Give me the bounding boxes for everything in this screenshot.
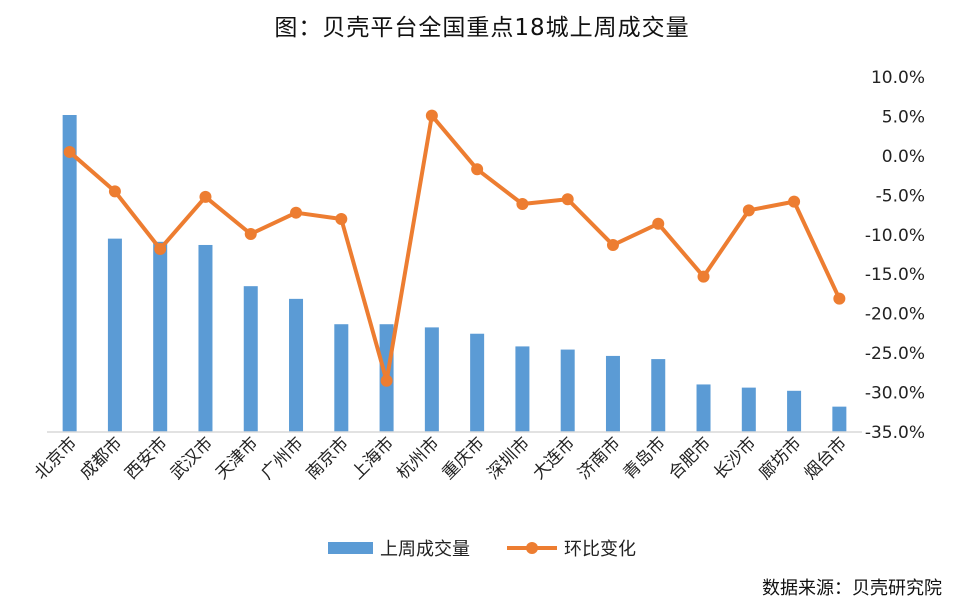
bar	[787, 390, 802, 432]
bar	[560, 349, 575, 432]
bar	[289, 298, 304, 432]
y2-tick-label: -20.0%	[865, 305, 925, 325]
line-series	[68, 113, 842, 383]
line-point	[561, 193, 574, 206]
bar	[334, 324, 349, 432]
line-point	[380, 374, 393, 387]
x-tick-label: 武汉市	[167, 433, 217, 483]
bar	[198, 244, 213, 432]
legend-label-bars: 上周成交量	[380, 539, 470, 560]
y2-tick-label: -25.0%	[865, 344, 925, 364]
bar	[107, 238, 122, 432]
y2-tick-label: 10.0%	[871, 68, 925, 88]
line-point	[833, 292, 846, 305]
legend-label-line: 环比变化	[564, 539, 636, 560]
bar	[424, 327, 439, 432]
bar	[470, 333, 485, 432]
line-point	[244, 227, 257, 240]
source-note: 数据来源：贝壳研究院	[762, 578, 942, 599]
line-point	[108, 185, 121, 198]
bar	[243, 286, 258, 432]
bar	[741, 387, 756, 432]
x-tick-label: 深圳市	[484, 433, 534, 483]
x-tick-label: 济南市	[574, 433, 624, 483]
x-tick-label: 北京市	[31, 433, 81, 483]
x-tick-label: 广州市	[257, 433, 307, 483]
line-point	[788, 195, 801, 208]
y2-tick-label: -5.0%	[876, 186, 925, 206]
x-tick-label: 长沙市	[710, 433, 760, 483]
y2-tick-label: -30.0%	[865, 384, 925, 404]
x-tick-label: 重庆市	[438, 433, 488, 483]
y2-tick-label: -35.0%	[865, 423, 925, 443]
legend-swatch-marker	[526, 542, 538, 554]
line-point	[335, 213, 348, 225]
y2-tick-label: -15.0%	[865, 265, 925, 285]
bar	[605, 355, 620, 432]
x-tick-label: 大连市	[529, 433, 579, 483]
line-point	[290, 206, 303, 219]
x-tick-label: 天津市	[212, 433, 262, 483]
line-point	[154, 242, 167, 255]
bar	[832, 406, 847, 432]
line-point	[606, 239, 619, 252]
x-tick-label: 西安市	[122, 433, 172, 483]
line-point	[697, 270, 710, 283]
x-tick-label: 南京市	[303, 433, 353, 483]
y2-tick-label: -10.0%	[865, 226, 925, 246]
line-point	[516, 198, 529, 211]
line-point	[63, 145, 76, 158]
legend-swatch-bars	[328, 542, 373, 554]
chart-title: 图：贝壳平台全国重点18城上周成交量	[274, 15, 690, 41]
bar	[515, 346, 530, 432]
bar	[696, 384, 711, 432]
bar	[153, 241, 168, 432]
x-tick-label: 青岛市	[620, 433, 670, 483]
y2-tick-label: 0.0%	[882, 147, 925, 167]
line-point	[652, 217, 665, 230]
x-tick-label: 烟台市	[801, 433, 851, 483]
line-point	[425, 109, 438, 122]
x-tick-label: 成都市	[76, 433, 126, 483]
line-point	[471, 163, 484, 176]
x-tick-label: 廊坊市	[755, 433, 805, 483]
x-tick-label: 合肥市	[665, 433, 715, 483]
x-tick-label: 上海市	[348, 433, 398, 483]
line-point	[199, 190, 212, 203]
y2-tick-label: 5.0%	[882, 107, 925, 127]
bar	[62, 115, 77, 432]
x-tick-label: 杭州市	[393, 433, 443, 483]
bar	[651, 359, 666, 432]
line-point	[742, 204, 755, 217]
